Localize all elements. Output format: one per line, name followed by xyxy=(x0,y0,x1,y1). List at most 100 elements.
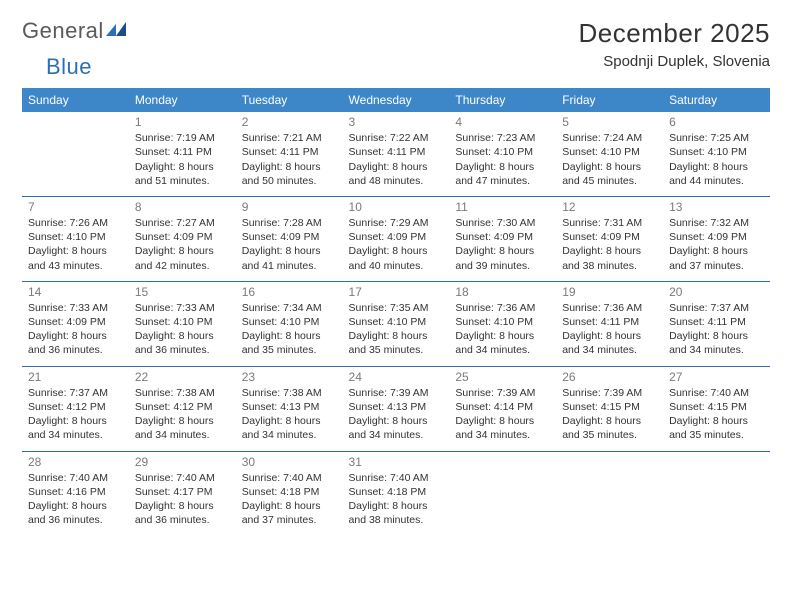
sunrise-value: 7:31 AM xyxy=(604,217,643,229)
day-number: 12 xyxy=(562,199,657,215)
daylight-line-1: Daylight: 8 hours xyxy=(135,244,230,258)
sunrise-line: Sunrise: 7:30 AM xyxy=(455,216,550,230)
daylight-line-1: Daylight: 8 hours xyxy=(669,160,764,174)
sunrise-line: Sunrise: 7:40 AM xyxy=(28,471,123,485)
sunrise-value: 7:33 AM xyxy=(176,302,215,314)
daylight-line-1: Daylight: 8 hours xyxy=(562,329,657,343)
daylight-line-1: Daylight: 8 hours xyxy=(455,414,550,428)
sunset-value: 4:09 PM xyxy=(601,231,640,243)
sunset-line: Sunset: 4:12 PM xyxy=(135,400,230,414)
sunrise-line: Sunrise: 7:28 AM xyxy=(242,216,337,230)
sunset-label: Sunset: xyxy=(455,146,494,158)
sunset-label: Sunset: xyxy=(669,316,708,328)
day-number: 19 xyxy=(562,284,657,300)
sunrise-value: 7:40 AM xyxy=(283,472,322,484)
sunrise-line: Sunrise: 7:38 AM xyxy=(135,386,230,400)
dow-cell: Thursday xyxy=(449,88,556,112)
sunrise-value: 7:21 AM xyxy=(283,132,322,144)
daylight-line-1: Daylight: 8 hours xyxy=(349,329,444,343)
daylight-line-2: and 34 minutes. xyxy=(135,428,230,442)
day-number: 8 xyxy=(135,199,230,215)
daylight-line-2: and 38 minutes. xyxy=(349,513,444,527)
sunrise-line: Sunrise: 7:36 AM xyxy=(562,301,657,315)
sunrise-line: Sunrise: 7:23 AM xyxy=(455,131,550,145)
sunrise-label: Sunrise: xyxy=(242,472,283,484)
sunset-value: 4:10 PM xyxy=(387,316,426,328)
daylight-line-1: Daylight: 8 hours xyxy=(28,499,123,513)
sunset-label: Sunset: xyxy=(135,316,174,328)
sunset-label: Sunset: xyxy=(242,316,281,328)
sunset-value: 4:15 PM xyxy=(708,401,747,413)
sunset-label: Sunset: xyxy=(455,401,494,413)
sunset-line: Sunset: 4:10 PM xyxy=(135,315,230,329)
sunrise-line: Sunrise: 7:29 AM xyxy=(349,216,444,230)
sunrise-value: 7:36 AM xyxy=(604,302,643,314)
sunrise-value: 7:22 AM xyxy=(390,132,429,144)
sunset-value: 4:17 PM xyxy=(173,486,212,498)
sunset-value: 4:11 PM xyxy=(280,146,318,158)
sunset-line: Sunset: 4:09 PM xyxy=(28,315,123,329)
day-cell: 29Sunrise: 7:40 AMSunset: 4:17 PMDayligh… xyxy=(129,452,236,536)
sunset-label: Sunset: xyxy=(135,231,174,243)
sunset-value: 4:14 PM xyxy=(494,401,533,413)
sunset-label: Sunset: xyxy=(242,486,281,498)
sunset-value: 4:09 PM xyxy=(67,316,106,328)
sunset-line: Sunset: 4:11 PM xyxy=(669,315,764,329)
sunset-line: Sunset: 4:15 PM xyxy=(562,400,657,414)
title-block: December 2025 Spodnji Duplek, Slovenia xyxy=(579,18,771,70)
sunrise-line: Sunrise: 7:39 AM xyxy=(349,386,444,400)
sunrise-label: Sunrise: xyxy=(669,217,710,229)
daylight-line-2: and 37 minutes. xyxy=(669,259,764,273)
daylight-line-2: and 34 minutes. xyxy=(562,343,657,357)
day-number: 11 xyxy=(455,199,550,215)
sunset-value: 4:10 PM xyxy=(173,316,212,328)
week-row: 28Sunrise: 7:40 AMSunset: 4:16 PMDayligh… xyxy=(22,452,770,536)
sunset-line: Sunset: 4:10 PM xyxy=(28,230,123,244)
sunrise-value: 7:26 AM xyxy=(69,217,108,229)
day-cell: 21Sunrise: 7:37 AMSunset: 4:12 PMDayligh… xyxy=(22,367,129,451)
day-number: 17 xyxy=(349,284,444,300)
sunset-line: Sunset: 4:18 PM xyxy=(349,485,444,499)
day-cell: 11Sunrise: 7:30 AMSunset: 4:09 PMDayligh… xyxy=(449,197,556,281)
daylight-line-2: and 35 minutes. xyxy=(242,343,337,357)
sunset-label: Sunset: xyxy=(562,231,601,243)
daylight-line-1: Daylight: 8 hours xyxy=(562,414,657,428)
sunset-line: Sunset: 4:09 PM xyxy=(669,230,764,244)
daylight-line-2: and 34 minutes. xyxy=(349,428,444,442)
sunset-label: Sunset: xyxy=(349,231,388,243)
sunrise-label: Sunrise: xyxy=(455,302,496,314)
daylight-line-1: Daylight: 8 hours xyxy=(562,244,657,258)
sunset-line: Sunset: 4:10 PM xyxy=(349,315,444,329)
sunrise-label: Sunrise: xyxy=(28,472,69,484)
sunset-value: 4:10 PM xyxy=(601,146,640,158)
sunrise-line: Sunrise: 7:31 AM xyxy=(562,216,657,230)
day-cell: 1Sunrise: 7:19 AMSunset: 4:11 PMDaylight… xyxy=(129,112,236,196)
day-number: 29 xyxy=(135,454,230,470)
day-cell: 9Sunrise: 7:28 AMSunset: 4:09 PMDaylight… xyxy=(236,197,343,281)
sunset-value: 4:09 PM xyxy=(173,231,212,243)
daylight-line-2: and 41 minutes. xyxy=(242,259,337,273)
sunrise-line: Sunrise: 7:24 AM xyxy=(562,131,657,145)
day-number: 7 xyxy=(28,199,123,215)
day-cell: 14Sunrise: 7:33 AMSunset: 4:09 PMDayligh… xyxy=(22,282,129,366)
dow-cell: Tuesday xyxy=(236,88,343,112)
day-cell: 3Sunrise: 7:22 AMSunset: 4:11 PMDaylight… xyxy=(343,112,450,196)
sunset-label: Sunset: xyxy=(669,231,708,243)
day-number: 24 xyxy=(349,369,444,385)
sunset-value: 4:10 PM xyxy=(494,316,533,328)
sunrise-line: Sunrise: 7:33 AM xyxy=(28,301,123,315)
day-number: 28 xyxy=(28,454,123,470)
empty-cell xyxy=(556,452,663,536)
day-number: 15 xyxy=(135,284,230,300)
daylight-line-1: Daylight: 8 hours xyxy=(349,160,444,174)
sunset-label: Sunset: xyxy=(669,146,708,158)
sunrise-value: 7:19 AM xyxy=(176,132,215,144)
sunrise-value: 7:40 AM xyxy=(390,472,429,484)
week-row: 14Sunrise: 7:33 AMSunset: 4:09 PMDayligh… xyxy=(22,282,770,366)
sunrise-label: Sunrise: xyxy=(455,217,496,229)
sunset-value: 4:18 PM xyxy=(387,486,426,498)
daylight-line-1: Daylight: 8 hours xyxy=(135,160,230,174)
day-cell: 18Sunrise: 7:36 AMSunset: 4:10 PMDayligh… xyxy=(449,282,556,366)
day-number: 10 xyxy=(349,199,444,215)
sunrise-label: Sunrise: xyxy=(242,387,283,399)
